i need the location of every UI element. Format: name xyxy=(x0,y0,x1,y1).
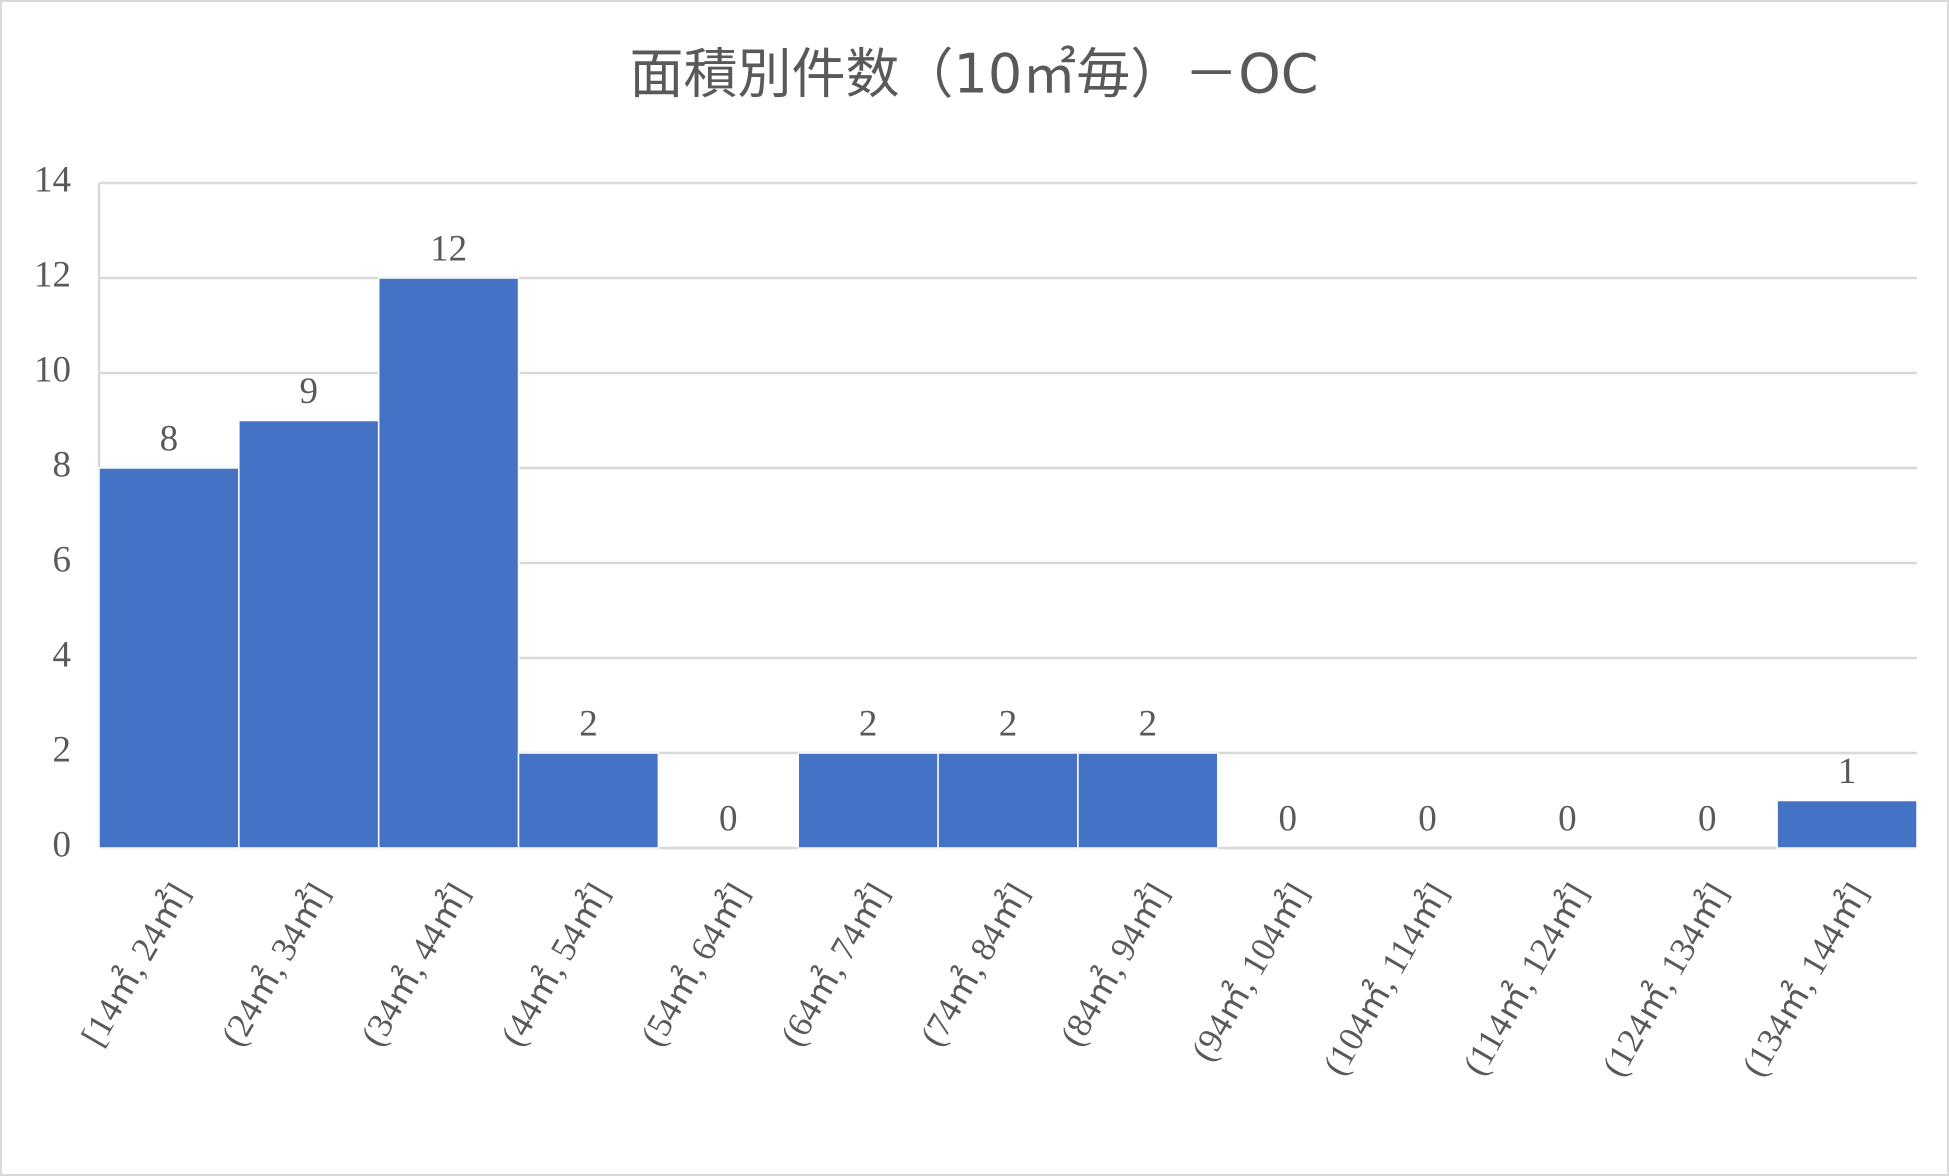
y-tick-label: 4 xyxy=(53,634,72,675)
bar xyxy=(1776,799,1918,849)
data-label: 2 xyxy=(579,703,598,744)
data-label: 0 xyxy=(1418,798,1437,839)
bar xyxy=(377,277,520,849)
y-tick-label: 0 xyxy=(53,824,72,865)
data-label: 0 xyxy=(719,798,738,839)
data-label: 2 xyxy=(999,703,1018,744)
chart-title: 面積別件数（10㎡毎）－OC xyxy=(630,43,1319,106)
y-tick-label: 10 xyxy=(34,349,71,390)
data-label: 0 xyxy=(1558,798,1577,839)
data-label: 0 xyxy=(1278,798,1297,839)
bar xyxy=(98,467,240,849)
data-label: 9 xyxy=(300,371,319,412)
data-label: 8 xyxy=(160,418,179,459)
bar xyxy=(238,419,380,849)
y-tick-label: 14 xyxy=(34,159,71,200)
data-label: 2 xyxy=(1139,703,1158,744)
bar xyxy=(797,752,939,849)
y-tick-label: 2 xyxy=(53,729,72,770)
bar xyxy=(1077,752,1219,849)
data-label: 12 xyxy=(430,228,467,269)
y-tick-label: 6 xyxy=(53,539,72,580)
y-tick-label: 12 xyxy=(34,254,71,295)
bar xyxy=(937,752,1079,849)
bar xyxy=(517,752,660,849)
y-tick-label: 8 xyxy=(53,444,72,485)
data-label: 1 xyxy=(1838,751,1857,792)
data-label: 0 xyxy=(1698,798,1717,839)
data-label: 2 xyxy=(859,703,878,744)
